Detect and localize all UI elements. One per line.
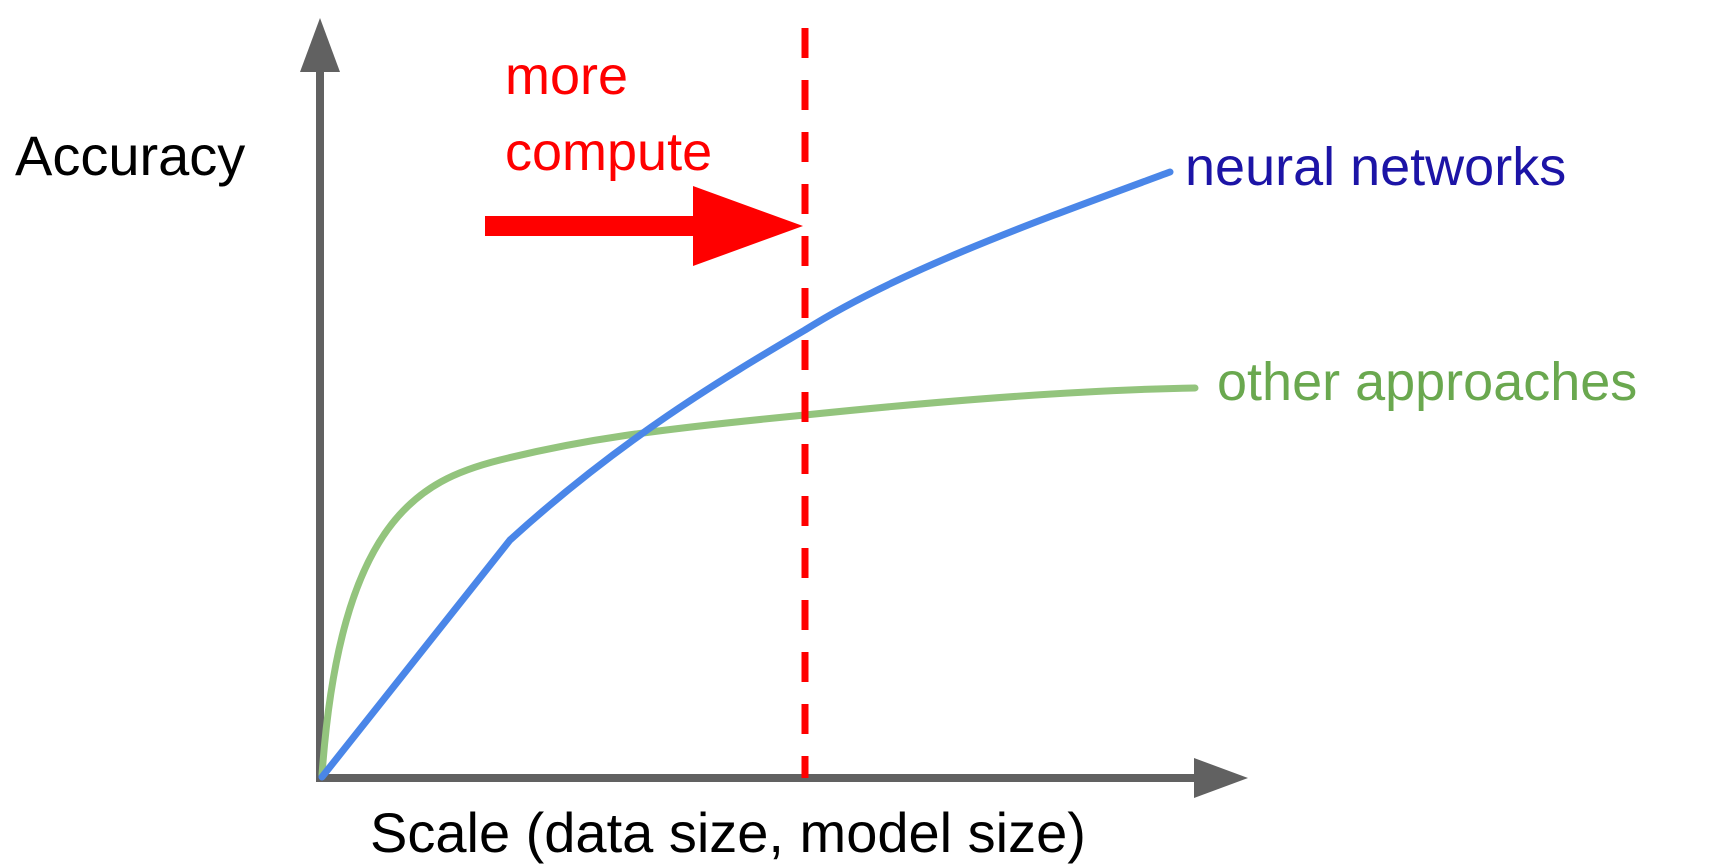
more-compute-arrow-head xyxy=(693,186,803,266)
y-axis-label: Accuracy xyxy=(15,124,245,187)
neural-networks-label: neural networks xyxy=(1185,137,1566,197)
annotation-label-line2: compute xyxy=(505,122,712,182)
more-compute-arrow-shaft xyxy=(485,216,695,236)
other-approaches-label: other approaches xyxy=(1217,352,1637,412)
y-axis-arrowhead xyxy=(300,18,340,72)
x-axis-label: Scale (data size, model size) xyxy=(370,801,1086,864)
annotation-label-line1: more xyxy=(505,46,628,106)
x-axis-arrowhead xyxy=(1194,758,1248,798)
other-approaches-curve xyxy=(318,384,1199,779)
neural-networks-curve xyxy=(318,168,1174,781)
